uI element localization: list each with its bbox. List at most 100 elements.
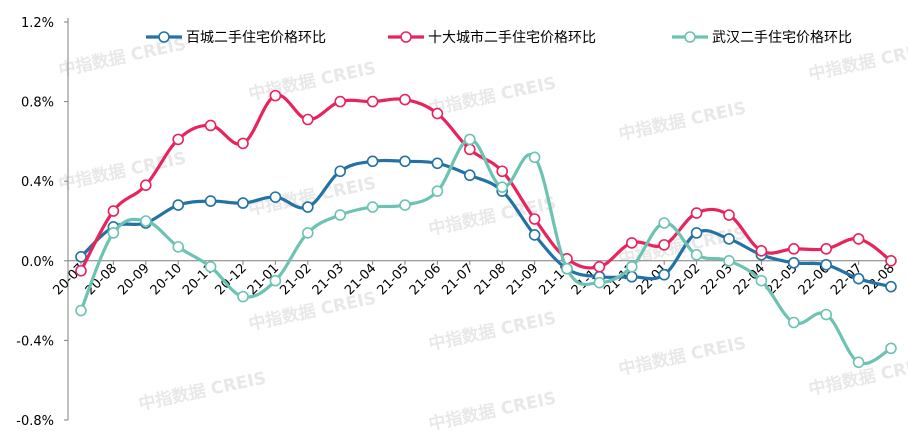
data-point bbox=[885, 280, 897, 293]
data-point bbox=[787, 256, 800, 269]
data-point bbox=[463, 169, 476, 182]
data-point bbox=[204, 195, 217, 207]
data-point bbox=[593, 276, 606, 289]
watermark-text: 中指数据 CREIS bbox=[617, 97, 748, 145]
data-point bbox=[334, 95, 347, 108]
legend: 百城二手住宅价格环比 十大城市二手住宅价格环比 武汉二手住宅价格环比 bbox=[146, 29, 852, 46]
x-tick-label: 21-02 bbox=[277, 261, 314, 298]
x-tick-label: 22-03 bbox=[699, 261, 736, 298]
legend-item: 十大城市二手住宅价格环比 bbox=[388, 29, 596, 46]
data-point bbox=[463, 133, 476, 146]
data-point bbox=[852, 272, 865, 285]
legend-item: 百城二手住宅价格环比 bbox=[146, 30, 326, 46]
y-tick-label: -0.8% bbox=[16, 414, 54, 429]
data-point bbox=[852, 233, 865, 245]
watermark-text: 中指数据 CREIS bbox=[427, 307, 558, 355]
y-tick-label: 1.2% bbox=[21, 16, 54, 31]
data-point bbox=[755, 274, 768, 287]
data-point bbox=[237, 137, 249, 150]
legend-item: 武汉二手住宅价格环比 bbox=[672, 30, 852, 46]
x-tick-label: 20-09 bbox=[115, 261, 152, 298]
data-point bbox=[658, 268, 671, 281]
data-point bbox=[334, 209, 347, 221]
data-point bbox=[787, 243, 800, 255]
data-point bbox=[172, 241, 184, 253]
data-point bbox=[593, 260, 606, 273]
legend-label: 十大城市二手住宅价格环比 bbox=[428, 29, 596, 46]
watermark-text: 中指数据 CREIS bbox=[137, 367, 268, 415]
data-point bbox=[301, 227, 314, 239]
data-point bbox=[723, 209, 735, 221]
data-point bbox=[658, 239, 671, 251]
data-point bbox=[107, 205, 120, 217]
x-tick-label: 21-03 bbox=[310, 261, 347, 298]
data-point bbox=[301, 113, 314, 126]
data-point bbox=[625, 260, 638, 273]
data-point bbox=[334, 165, 347, 178]
data-point bbox=[723, 254, 735, 267]
data-point bbox=[690, 227, 703, 239]
data-point bbox=[463, 143, 476, 156]
data-point bbox=[75, 304, 87, 317]
data-point bbox=[625, 237, 638, 249]
data-point bbox=[399, 93, 411, 106]
data-point bbox=[723, 233, 735, 245]
data-point bbox=[787, 316, 800, 329]
data-point bbox=[140, 179, 152, 191]
watermark-text: 中指数据 CREIS bbox=[247, 287, 378, 335]
data-point bbox=[237, 290, 249, 303]
watermark-layer: 中指数据 CREIS 中指数据 CREIS 中指数据 CREIS 中指数据 CREIS… bbox=[57, 33, 908, 435]
data-point bbox=[561, 262, 573, 275]
data-point bbox=[75, 264, 87, 277]
data-point bbox=[107, 227, 120, 239]
watermark-text: 中指数据 CREIS bbox=[427, 72, 558, 120]
data-point bbox=[366, 95, 379, 108]
y-tick-label: -0.4% bbox=[16, 334, 54, 349]
data-point bbox=[204, 119, 217, 132]
data-point bbox=[237, 197, 249, 209]
data-point bbox=[366, 155, 379, 168]
y-tick-label: 0.4% bbox=[21, 175, 54, 190]
x-tick-label: 21-06 bbox=[407, 261, 444, 298]
data-point bbox=[885, 254, 897, 267]
data-point bbox=[431, 185, 444, 197]
y-tick-label: 0.0% bbox=[21, 255, 54, 270]
data-point bbox=[431, 107, 444, 120]
legend-marker bbox=[400, 31, 412, 43]
data-point bbox=[820, 308, 833, 321]
data-point bbox=[820, 258, 833, 271]
data-point bbox=[431, 157, 444, 170]
data-point bbox=[269, 89, 282, 102]
data-point bbox=[399, 155, 411, 168]
data-point bbox=[885, 342, 897, 355]
data-point bbox=[496, 165, 509, 178]
series-layer bbox=[75, 89, 897, 369]
data-point bbox=[204, 260, 217, 273]
y-tick-label: 0.8% bbox=[21, 96, 54, 111]
data-point bbox=[528, 213, 541, 225]
data-point bbox=[528, 151, 541, 164]
data-point bbox=[820, 243, 833, 255]
data-point bbox=[852, 356, 865, 369]
watermark-text: 中指数据 CREIS bbox=[247, 172, 378, 220]
watermark-text: 中指数据 CREIS bbox=[617, 332, 748, 380]
data-point bbox=[366, 201, 379, 213]
data-point bbox=[269, 274, 282, 287]
data-point bbox=[399, 199, 411, 211]
data-point bbox=[528, 229, 541, 241]
data-point bbox=[690, 249, 703, 261]
data-point bbox=[172, 133, 184, 146]
data-point bbox=[172, 199, 184, 211]
data-point bbox=[75, 251, 87, 263]
data-point bbox=[269, 191, 282, 203]
x-tick-label: 21-08 bbox=[472, 261, 509, 298]
watermark-text: 中指数据 CREIS bbox=[427, 387, 558, 435]
data-point bbox=[301, 201, 314, 213]
legend-label: 百城二手住宅价格环比 bbox=[186, 30, 326, 46]
series-line bbox=[79, 93, 892, 272]
series-3 bbox=[75, 133, 897, 369]
data-point bbox=[658, 217, 671, 229]
legend-marker bbox=[684, 31, 696, 43]
data-point bbox=[755, 245, 768, 257]
